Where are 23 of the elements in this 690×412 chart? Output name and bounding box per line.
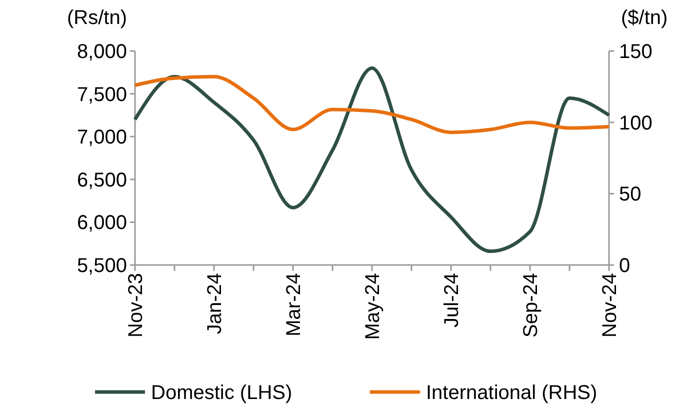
x-tick-label: May-24 [362, 273, 384, 340]
y2-tick-label: 0 [619, 255, 630, 277]
x-tick-label: Nov-24 [599, 273, 621, 338]
y-tick-label: 8,000 [76, 41, 127, 63]
line-series [133, 66, 611, 254]
y2-tick-label: 50 [619, 184, 642, 206]
y2-axis-title: ($/tn) [621, 7, 668, 29]
legend-label: International (RHS) [426, 382, 598, 404]
y-tick-label: 6,500 [76, 169, 127, 192]
y-axis-title: (Rs/tn) [67, 7, 127, 29]
y-tick-label: 5,500 [76, 255, 127, 277]
x-tick-label: Sep-24 [520, 273, 542, 338]
x-tick-label: Mar-24 [283, 273, 305, 336]
y-tick-label: 6,000 [76, 212, 127, 234]
line-series [133, 74, 611, 134]
y2-tick-label: 100 [619, 112, 652, 134]
x-tick-label: Nov-23 [125, 273, 147, 338]
legend-label: Domestic (LHS) [151, 382, 292, 404]
x-tick-label: Jan-24 [204, 273, 226, 334]
y-tick-label: 7,000 [76, 126, 127, 149]
x-tick-label: Jul-24 [441, 273, 463, 328]
y-tick-label: 7,500 [76, 84, 127, 106]
y2-tick-label: 150 [619, 41, 652, 63]
